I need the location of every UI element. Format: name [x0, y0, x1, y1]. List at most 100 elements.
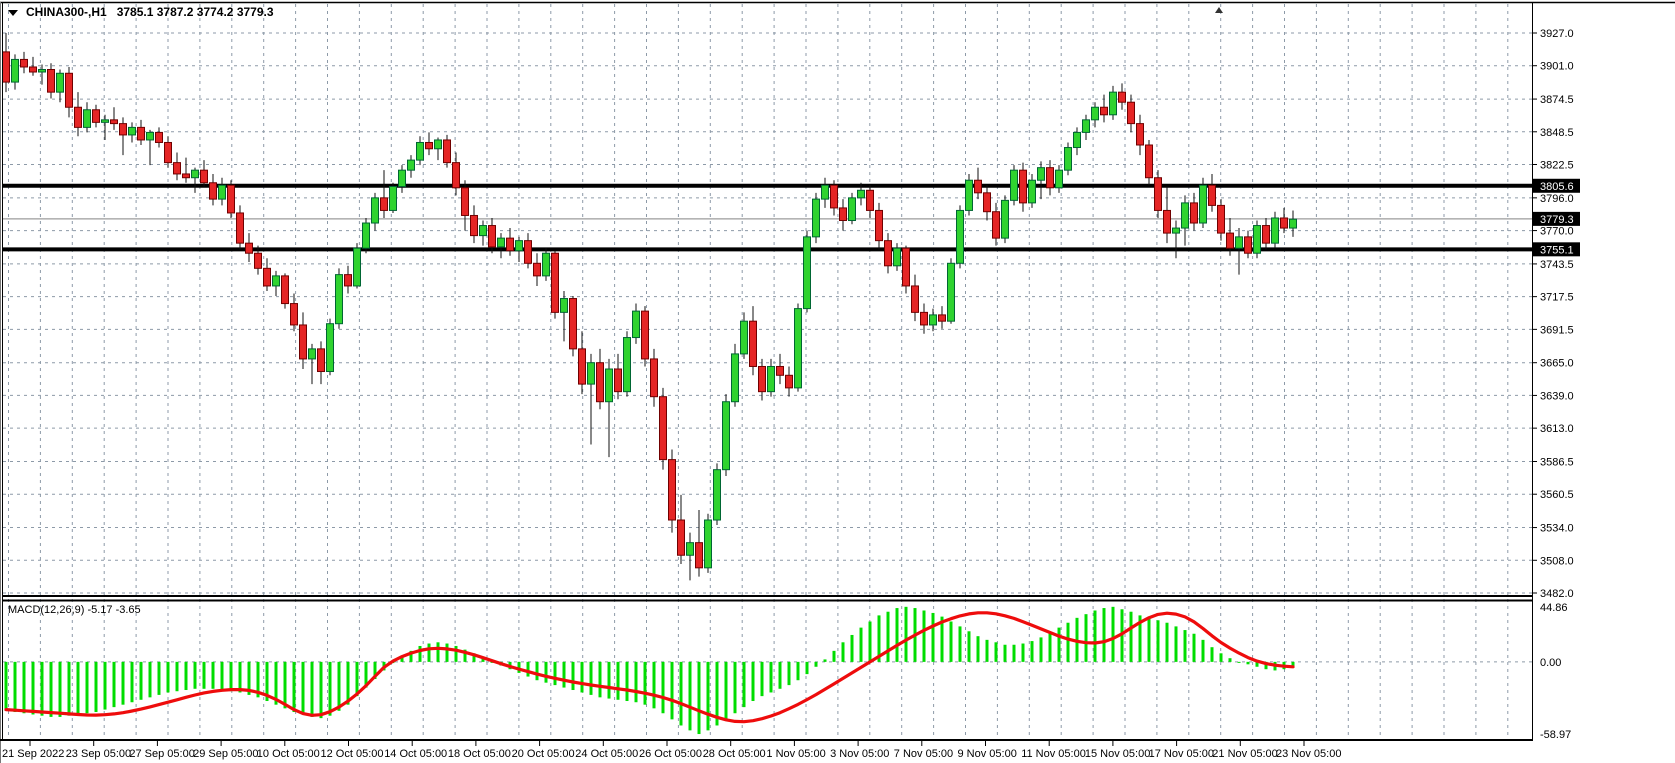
candle-bull: [398, 169, 406, 188]
macd-histogram-bar: [607, 661, 611, 699]
macd-histogram-bar: [778, 661, 782, 689]
macd-histogram-bar: [247, 661, 251, 695]
candle-bull: [434, 139, 442, 150]
macd-histogram-bar: [238, 661, 242, 693]
candle-bear: [200, 169, 208, 184]
time-axis-label: 21 Sep 2022: [2, 748, 64, 760]
macd-histogram-bar: [1165, 622, 1169, 662]
candle-bull: [605, 368, 613, 403]
candle-bull: [38, 68, 46, 73]
candle-bear: [209, 182, 217, 200]
price-axis-label: 3901.0: [1540, 61, 1574, 73]
macd-histogram-bar: [1093, 610, 1097, 662]
candle-bull: [929, 314, 937, 326]
candle-bear: [596, 362, 604, 403]
macd-axis-label: 44.86: [1540, 602, 1568, 614]
macd-histogram-bar: [517, 661, 521, 673]
candle-bear: [182, 173, 190, 179]
candle-bear: [1046, 167, 1054, 189]
candle-bull: [848, 197, 856, 222]
candle-bull: [740, 320, 748, 355]
macd-histogram-bar: [733, 661, 737, 714]
macd-histogram-bar: [940, 616, 944, 662]
macd-histogram-bar: [1138, 615, 1142, 662]
candle-bear: [1100, 106, 1108, 116]
candle-bull: [704, 519, 712, 569]
candle-bull: [1064, 147, 1072, 171]
candle-bear: [758, 365, 766, 393]
macd-histogram-bar: [1255, 661, 1259, 667]
macd-histogram-bar: [94, 661, 98, 713]
candle-bear: [65, 72, 73, 108]
macd-histogram-bar: [292, 661, 296, 713]
macd-histogram-bar: [859, 627, 863, 662]
macd-histogram-bar: [454, 645, 458, 662]
macd-histogram-bar: [535, 661, 539, 681]
candle-bear: [164, 141, 172, 164]
macd-histogram-bar: [301, 661, 305, 715]
macd-histogram-bar: [436, 642, 440, 662]
candle-bear: [281, 275, 289, 305]
macd-histogram-bar: [202, 661, 206, 689]
time-axis-label: 7 Nov 05:00: [894, 748, 953, 760]
macd-histogram-bar: [886, 611, 890, 662]
candle-bull: [686, 542, 694, 556]
candle-bear: [992, 211, 1000, 239]
candle-bull: [1181, 202, 1189, 229]
macd-histogram-bar: [949, 621, 953, 662]
price-axis-label: 3508.0: [1540, 555, 1574, 567]
candle-bull: [587, 362, 595, 385]
macd-histogram-bar: [661, 661, 665, 714]
macd-histogram-bar: [112, 661, 116, 708]
macd-histogram-bar: [805, 661, 809, 675]
macd-histogram-bar: [760, 661, 764, 697]
candle-bear: [1127, 101, 1135, 125]
price-axis-label: 3796.0: [1540, 193, 1574, 205]
macd-histogram-bar: [49, 661, 53, 717]
macd-histogram-bar: [931, 612, 935, 662]
candle-bull: [1289, 218, 1297, 229]
candle-bull: [56, 72, 64, 93]
candle-bear: [1118, 91, 1126, 103]
macd-histogram-bar: [220, 661, 224, 691]
candle-bull: [1235, 236, 1243, 249]
macd-histogram-bar: [148, 661, 152, 698]
candle-bull: [272, 275, 280, 287]
macd-histogram-bar: [1183, 630, 1187, 662]
candle-bear: [695, 542, 703, 569]
candle-bear: [839, 207, 847, 222]
macd-histogram-bar: [670, 661, 674, 720]
price-tag: [1533, 242, 1580, 257]
chart-shift-marker-icon: [1215, 7, 1223, 13]
candle-bear: [425, 141, 433, 150]
candle-bear: [290, 303, 298, 326]
symbol-period-label: CHINA300-,H1: [26, 5, 107, 19]
time-axis-label: 28 Oct 05:00: [703, 748, 766, 760]
candle-bear: [1019, 169, 1027, 204]
macd-histogram-bar: [580, 661, 584, 693]
price-axis-label: 3560.5: [1540, 489, 1574, 501]
symbol-dropdown-icon[interactable]: [8, 9, 18, 16]
macd-histogram-bar: [1084, 614, 1088, 662]
price-tag: [1533, 211, 1580, 226]
candle-bull: [1073, 131, 1081, 149]
candle-bull: [1199, 184, 1207, 224]
macd-histogram-bar: [922, 610, 926, 662]
candle-bull: [515, 240, 523, 252]
price-axis-label: 3482.0: [1540, 588, 1574, 600]
candle-bull: [1001, 199, 1009, 239]
macd-histogram-bar: [967, 631, 971, 662]
time-axis-label: 17 Nov 05:00: [1149, 748, 1214, 760]
candle-bear: [1280, 217, 1288, 229]
candle-bull: [191, 169, 199, 179]
price-axis-label: 3586.5: [1540, 456, 1574, 468]
macd-histogram-bar: [625, 661, 629, 702]
candle-bear: [110, 119, 118, 125]
candle-bear: [1136, 123, 1144, 146]
time-axis-label: 21 Nov 05:00: [1212, 748, 1277, 760]
candle-bull: [407, 159, 415, 171]
candle-bull: [632, 310, 640, 339]
quote-values-label: 3785.1 3787.2 3774.2 3779.3: [116, 5, 274, 19]
macd-histogram-bar: [1201, 639, 1205, 662]
